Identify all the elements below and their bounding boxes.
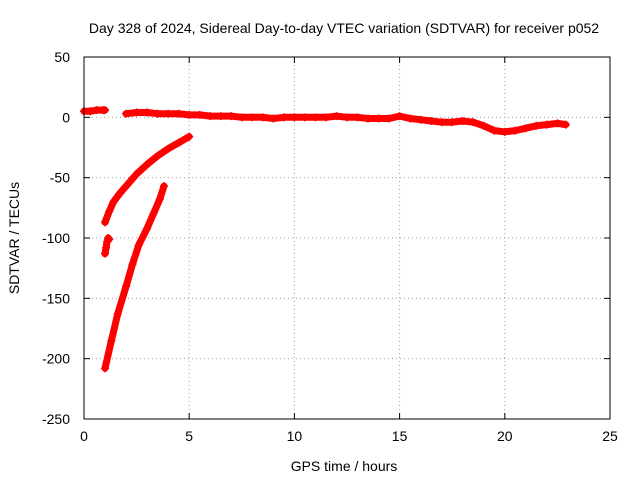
series-segment-short	[101, 234, 114, 258]
data-point	[143, 224, 152, 233]
data-point	[258, 113, 267, 122]
data-point	[511, 126, 520, 135]
x-tick-label: 20	[497, 428, 513, 444]
data-point	[279, 113, 288, 122]
x-tick-label: 0	[80, 428, 88, 444]
data-point	[185, 132, 194, 141]
data-point	[101, 249, 110, 258]
data-point	[195, 110, 204, 119]
data-point	[469, 118, 478, 127]
series-curve-lower	[101, 182, 168, 373]
data-point	[101, 218, 110, 227]
data-point	[153, 151, 162, 160]
data-point	[149, 209, 158, 218]
data-point	[553, 119, 562, 128]
data-point	[122, 109, 131, 118]
data-point	[109, 197, 118, 206]
data-point	[104, 234, 113, 242]
data-point	[122, 282, 131, 291]
chart-title: Day 328 of 2024, Sidereal Day-to-day VTE…	[89, 20, 599, 36]
x-tick-label: 10	[287, 428, 303, 444]
data-point	[311, 113, 320, 122]
data-point	[427, 116, 436, 125]
data-point	[164, 109, 173, 118]
data-point	[102, 243, 111, 252]
y-tick-label: -250	[42, 411, 70, 427]
data-point	[406, 114, 415, 123]
data-point	[153, 109, 162, 118]
data-point	[479, 121, 488, 130]
data-point	[521, 124, 530, 133]
data-point	[437, 118, 446, 127]
data-point	[395, 112, 404, 121]
data-layer	[80, 106, 570, 373]
data-point	[122, 182, 131, 191]
data-point	[132, 108, 141, 117]
data-point	[174, 109, 183, 118]
data-point	[164, 144, 173, 153]
data-point	[86, 107, 95, 116]
data-point	[332, 112, 341, 121]
data-point	[101, 106, 110, 115]
data-point	[343, 113, 351, 122]
data-point	[321, 113, 330, 122]
y-tick-label: 0	[62, 109, 70, 125]
series-trace	[101, 182, 168, 372]
x-tick-label: 5	[185, 428, 193, 444]
data-point	[248, 113, 257, 122]
data-point	[490, 126, 499, 135]
data-point	[448, 118, 457, 127]
data-point	[107, 336, 116, 345]
y-ticks: -250 -200 -150 -100 -50 0 50	[42, 49, 610, 427]
y-tick-label: -50	[50, 170, 70, 186]
series-main-trace-continued	[122, 108, 570, 136]
data-point	[105, 235, 114, 244]
x-tick-label: 15	[392, 428, 408, 444]
data-point	[237, 113, 246, 122]
data-point	[101, 364, 110, 373]
data-point	[134, 241, 143, 250]
data-point	[206, 112, 215, 121]
data-point	[227, 112, 236, 121]
x-ticks: 0 5 10 15 20 25	[80, 57, 618, 444]
y-tick-label: -200	[42, 351, 70, 367]
data-point	[115, 189, 124, 198]
data-point	[128, 260, 137, 269]
data-point	[216, 112, 225, 121]
data-point	[155, 195, 164, 204]
data-point	[374, 114, 383, 123]
data-point	[290, 113, 299, 122]
x-tick-label: 25	[602, 428, 618, 444]
data-point	[185, 110, 194, 119]
data-point	[500, 127, 509, 136]
data-point	[364, 114, 373, 123]
data-point	[353, 113, 362, 122]
data-point	[542, 120, 551, 129]
data-point	[458, 116, 467, 125]
data-point	[300, 113, 309, 122]
data-point	[269, 114, 278, 123]
data-point	[174, 138, 183, 147]
data-point	[385, 114, 394, 123]
y-tick-label: 50	[54, 49, 70, 65]
y-tick-label: -150	[42, 290, 70, 306]
data-point	[113, 310, 122, 319]
data-point	[143, 108, 152, 117]
series-curve-upper	[101, 132, 194, 227]
data-point	[132, 170, 141, 179]
data-point	[416, 115, 425, 124]
y-tick-label: -100	[42, 230, 70, 246]
data-point	[532, 121, 541, 130]
y-axis-label: SDTVAR / TECUs	[6, 182, 22, 294]
data-point	[159, 182, 168, 191]
series-trace	[101, 133, 193, 226]
data-point	[105, 207, 114, 216]
x-axis-label: GPS time / hours	[291, 458, 398, 474]
data-point	[143, 160, 152, 169]
data-point	[561, 120, 570, 129]
